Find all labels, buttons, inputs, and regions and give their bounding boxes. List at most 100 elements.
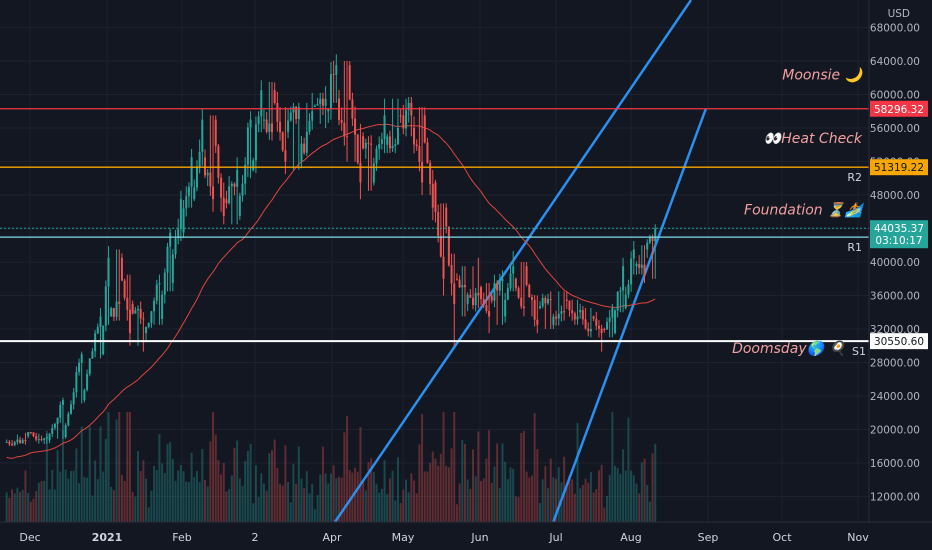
volume-bar [514, 496, 517, 522]
candle-body [169, 232, 172, 247]
volume-bar [606, 495, 608, 522]
candle-body [238, 195, 241, 216]
candle-body [539, 306, 541, 309]
candle-body [514, 278, 517, 289]
volume-bar [134, 496, 137, 522]
candle-body [249, 119, 252, 128]
candle-body [128, 309, 131, 334]
volume-bar [480, 481, 483, 522]
volume-bar [437, 465, 440, 522]
volume-bar [284, 445, 287, 522]
candle-body [115, 301, 118, 317]
candle-body [402, 115, 405, 129]
volume-bar [648, 501, 651, 522]
candle-body [187, 186, 190, 197]
candle-body [29, 432, 32, 434]
volume-bar [104, 438, 107, 522]
volume-bar [83, 476, 86, 522]
candle-body [413, 128, 416, 145]
volume-bar [40, 481, 43, 522]
candle-body [346, 136, 349, 138]
candle-body [158, 282, 161, 285]
channel-lower-line[interactable] [552, 108, 708, 523]
volume-bar [654, 443, 657, 522]
volume-bar [549, 458, 552, 522]
volume-bar [86, 477, 89, 522]
volume-bar [611, 412, 614, 522]
candle-body [571, 310, 574, 314]
volume-bar [608, 474, 611, 522]
candle-body [145, 326, 148, 334]
price-axis[interactable]: 68000.0064000.0060000.0056000.0052000.00… [870, 23, 920, 504]
candle-body [340, 120, 343, 123]
volume-bar [257, 497, 260, 522]
volume-bar [493, 466, 496, 522]
volume-bar [206, 486, 209, 522]
candle-body [53, 423, 56, 428]
volume-bar [51, 469, 54, 522]
volume-bar [632, 475, 635, 522]
volume-bar [396, 457, 399, 522]
time-tick-label: Jul [548, 531, 562, 544]
candle-body [359, 162, 362, 183]
volume-bar [161, 463, 164, 522]
candle-body [209, 172, 212, 187]
candle-body [40, 439, 43, 441]
candle-body [654, 228, 657, 242]
annotation-s1: Doomsday🌎 🍳 [732, 340, 847, 357]
volume-bar [182, 471, 185, 522]
candle-body [472, 297, 474, 306]
horizontal-levels[interactable] [0, 108, 869, 343]
volume-bar [346, 416, 349, 522]
volume-bar [600, 464, 603, 522]
candle-body [348, 65, 351, 100]
volume-bar [504, 461, 507, 522]
candle-body [61, 400, 64, 405]
time-axis[interactable]: Dec 2021 Feb 2 Apr May Jun Jul Aug Sep Oct Nov [19, 531, 869, 544]
candle-body [142, 318, 145, 320]
grid-lines [0, 0, 869, 522]
candle-body [67, 413, 70, 426]
candle-body [619, 290, 622, 292]
volume-bar [375, 483, 378, 522]
candle-body [51, 427, 54, 434]
volume-bar [128, 412, 131, 522]
candle-body [201, 119, 204, 152]
volume-bar [201, 448, 204, 522]
candle-body [190, 157, 193, 187]
candle-body [276, 102, 279, 122]
volume-bar [362, 480, 365, 522]
volume-bar [169, 442, 172, 522]
volume-bar [147, 507, 150, 522]
candle-body [450, 265, 453, 284]
candle-body [254, 124, 257, 161]
volume-bar [99, 426, 102, 522]
candle-body [378, 143, 381, 149]
volume-bar [11, 489, 14, 522]
bar-countdown-text: 03:10:17 [875, 235, 922, 247]
volume-bar [300, 478, 303, 522]
volume-bar [311, 483, 314, 522]
volume-bar [305, 471, 308, 522]
candle-body [327, 109, 330, 112]
candle-body [362, 136, 365, 149]
volume-bar [64, 469, 67, 522]
volume-bar [220, 474, 223, 522]
candle-body [552, 316, 555, 325]
volume-bar [338, 476, 340, 522]
candle-body [102, 325, 105, 355]
candle-body [533, 299, 536, 320]
candle-body [589, 329, 592, 332]
candle-body [228, 186, 231, 204]
volume-bar [222, 463, 225, 522]
candle-body [220, 177, 223, 198]
volume-bar [359, 426, 362, 522]
candle-body [308, 120, 311, 132]
annotation-r1: Foundation ⏳🏄 [744, 201, 866, 218]
volume-bar [541, 479, 544, 522]
volume-bar [595, 489, 598, 522]
volume-bar [112, 490, 115, 522]
volume-bar [469, 489, 472, 522]
candle-body [364, 142, 367, 149]
